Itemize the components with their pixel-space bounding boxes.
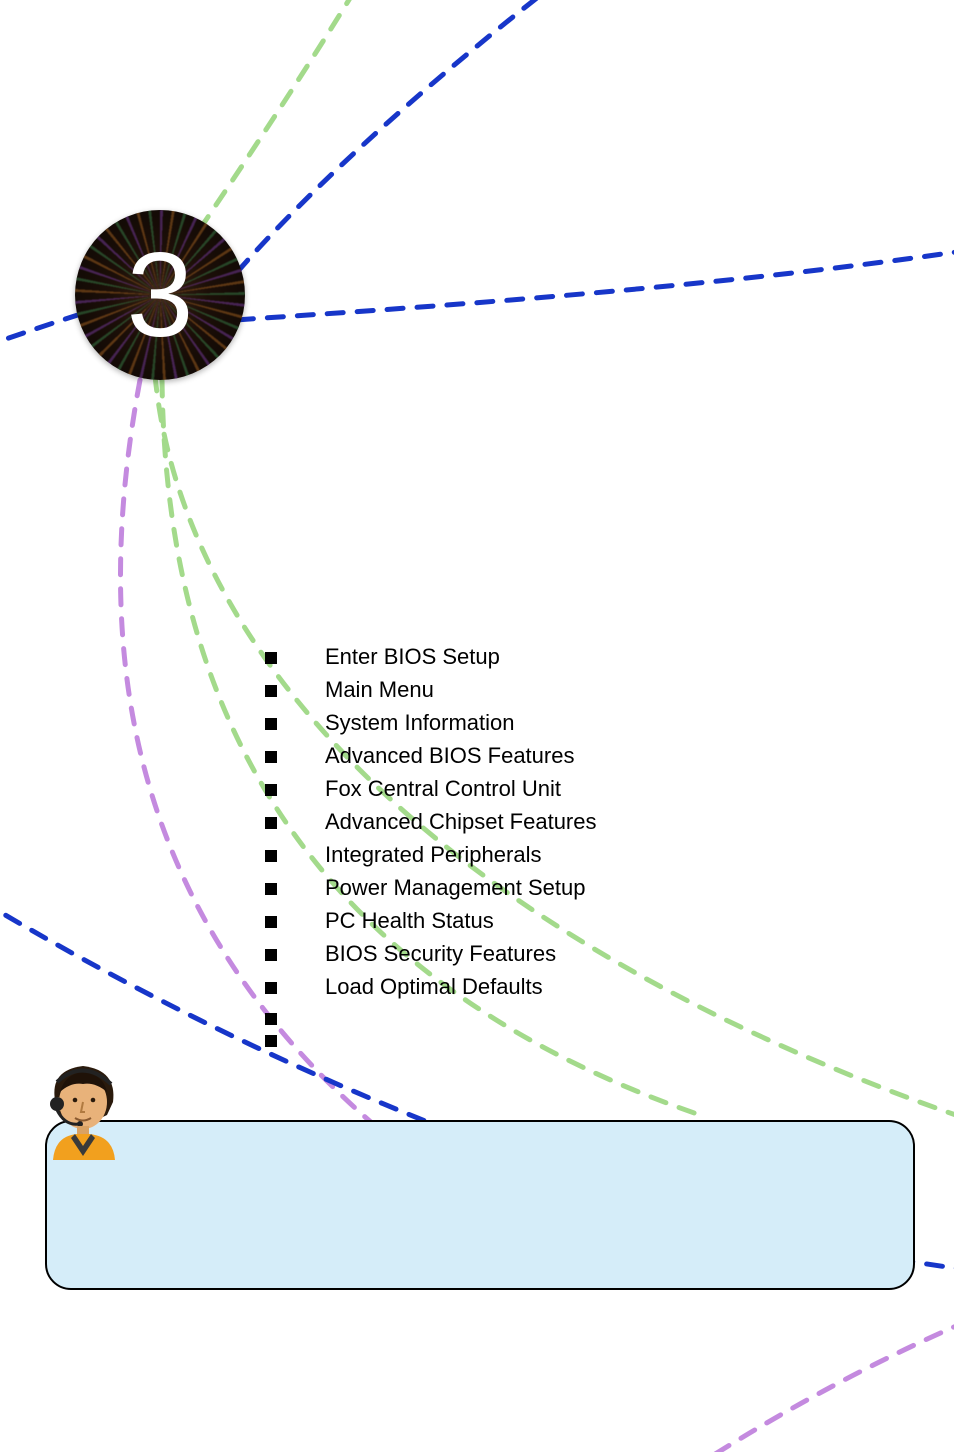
square-bullet-icon [265,751,277,763]
square-bullet-icon [265,916,277,928]
decorative-curve [195,0,560,325]
menu-item-label: Load Optimal Defaults [325,970,543,1003]
menu-item-label: System Information [325,706,515,739]
menu-item: Load Optimal Defaults [265,970,597,1003]
note-callout-box [45,1120,915,1290]
menu-item: PC Health Status [265,904,597,937]
menu-item: Enter BIOS Setup [265,640,597,673]
square-bullet-icon [265,850,277,862]
menu-item: Main Menu [265,673,597,706]
square-bullet-icon [265,652,277,664]
menu-item: System Information [265,706,597,739]
menu-item-label: PC Health Status [325,904,494,937]
menu-item: BIOS Security Features [265,937,597,970]
square-bullet-icon [265,982,277,994]
page-canvas: 3 Enter BIOS SetupMain MenuSystem Inform… [0,0,954,1452]
menu-item: Advanced Chipset Features [265,805,597,838]
chapter-badge: 3 [75,210,245,380]
decorative-curve [690,1320,954,1452]
menu-item-label: Fox Central Control Unit [325,772,561,805]
menu-item-label: Advanced BIOS Features [325,739,574,772]
menu-item: Advanced BIOS Features [265,739,597,772]
menu-item-label: Integrated Peripherals [325,838,541,871]
square-bullet-icon [265,784,277,796]
decorative-curve [235,250,954,320]
square-bullet-icon [265,883,277,895]
square-bullet-icon [265,817,277,829]
menu-item [265,1025,597,1047]
menu-item [265,1003,597,1025]
menu-item: Fox Central Control Unit [265,772,597,805]
square-bullet-icon [265,949,277,961]
square-bullet-icon [265,1035,277,1047]
chapter-number: 3 [127,235,194,355]
menu-item-label: Advanced Chipset Features [325,805,597,838]
menu-item: Integrated Peripherals [265,838,597,871]
square-bullet-icon [265,1013,277,1025]
support-avatar-icon [35,1060,130,1160]
square-bullet-icon [265,685,277,697]
menu-item-label: Enter BIOS Setup [325,640,500,673]
menu-item: Power Management Setup [265,871,597,904]
chapter-menu-list: Enter BIOS SetupMain MenuSystem Informat… [265,640,597,1047]
menu-item-label: Main Menu [325,673,434,706]
menu-item-label: BIOS Security Features [325,937,556,970]
square-bullet-icon [265,718,277,730]
menu-item-label: Power Management Setup [325,871,586,904]
